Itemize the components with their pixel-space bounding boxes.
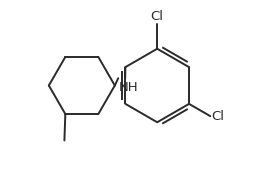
Text: Cl: Cl [211,110,224,123]
Text: NH: NH [119,81,139,94]
Text: Cl: Cl [150,10,163,23]
